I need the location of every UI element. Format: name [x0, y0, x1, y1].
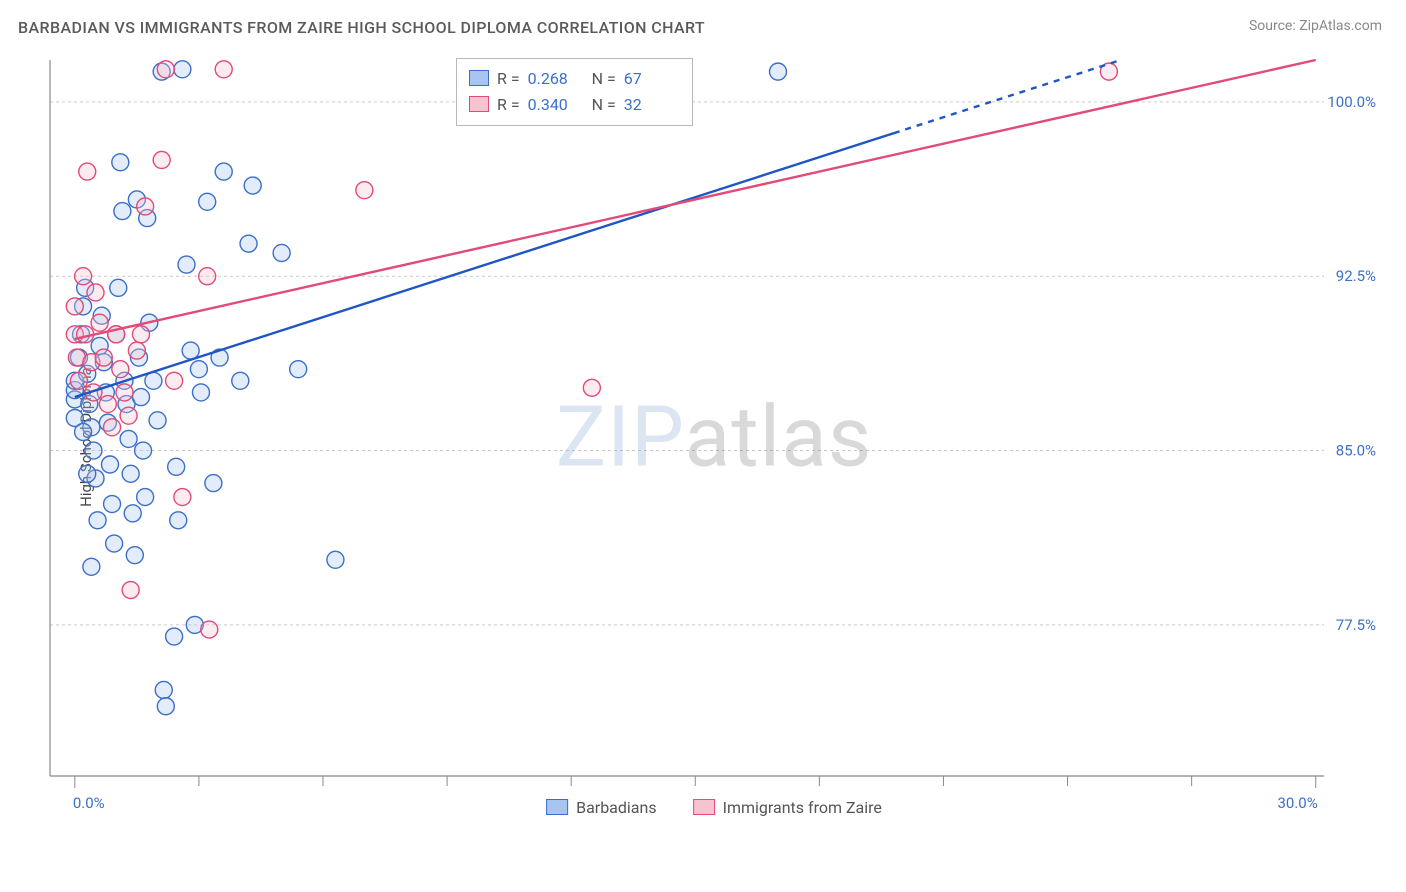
data-point — [104, 496, 121, 513]
data-point — [83, 558, 100, 575]
data-point — [273, 244, 290, 261]
data-point — [201, 621, 218, 638]
data-point — [120, 407, 137, 424]
data-point — [137, 489, 154, 506]
stats-r-value: 0.268 — [528, 69, 584, 88]
data-point — [215, 163, 232, 180]
data-point — [240, 235, 257, 252]
data-point — [583, 379, 600, 396]
svg-text:85.0%: 85.0% — [1336, 442, 1376, 460]
data-point — [114, 203, 131, 220]
scatter-plot-svg: 77.5% 85.0% 92.5% 100.0% 0.0% 30.0% — [46, 52, 1382, 822]
data-point — [199, 268, 216, 285]
data-point — [104, 419, 121, 436]
data-point — [153, 151, 170, 168]
data-point — [192, 384, 209, 401]
legend-label: Immigrants from Zaire — [723, 798, 882, 817]
stats-n-label: N = — [592, 95, 616, 114]
data-point — [133, 326, 150, 343]
data-point — [190, 361, 207, 378]
data-point — [70, 372, 87, 389]
data-point — [157, 61, 174, 78]
data-point — [110, 279, 127, 296]
stats-n-label: N = — [592, 69, 616, 88]
data-point — [91, 314, 108, 331]
data-point — [112, 154, 129, 171]
data-point — [99, 396, 116, 413]
data-point — [182, 342, 199, 359]
data-point — [85, 442, 102, 459]
data-point — [120, 430, 137, 447]
data-point — [122, 465, 139, 482]
stats-n-value: 67 — [624, 69, 680, 88]
data-point — [199, 193, 216, 210]
data-point — [149, 412, 166, 429]
legend-swatch-icon — [693, 799, 715, 815]
svg-text:0.0%: 0.0% — [73, 794, 105, 812]
trend-line-series1 — [75, 133, 894, 397]
data-point — [75, 268, 92, 285]
data-point — [215, 61, 232, 78]
data-point — [126, 547, 143, 564]
plot-area: High School Diploma 77.5%85.0%92.5%100.0… — [46, 52, 1382, 822]
data-point — [166, 628, 183, 645]
stats-row: R = 0.340 N = 32 — [469, 91, 680, 117]
legend-swatch-icon — [469, 70, 489, 86]
data-point — [79, 163, 96, 180]
data-point — [124, 505, 141, 522]
data-point — [75, 423, 92, 440]
legend-item: Immigrants from Zaire — [693, 794, 882, 820]
data-point — [87, 284, 104, 301]
data-point — [79, 465, 96, 482]
data-point — [178, 256, 195, 273]
data-point — [174, 489, 191, 506]
data-point — [356, 182, 373, 199]
data-point — [95, 349, 112, 366]
data-point — [166, 372, 183, 389]
data-point — [101, 456, 118, 473]
svg-text:77.5%: 77.5% — [1336, 616, 1376, 634]
stats-row: R = 0.268 N = 67 — [469, 65, 680, 91]
data-point — [128, 342, 145, 359]
stats-r-label: R = — [497, 69, 520, 88]
data-point — [66, 298, 83, 315]
trend-line-series1-extrapolated — [894, 60, 1121, 133]
data-point — [135, 442, 152, 459]
data-point — [157, 698, 174, 715]
data-point — [112, 361, 129, 378]
series-legend: Barbadians Immigrants from Zaire — [546, 794, 882, 820]
chart-title: BARBADIAN VS IMMIGRANTS FROM ZAIRE HIGH … — [18, 18, 705, 37]
data-point — [205, 475, 222, 492]
legend-label: Barbadians — [576, 798, 657, 817]
svg-text:92.5%: 92.5% — [1336, 267, 1376, 285]
data-point — [168, 458, 185, 475]
svg-text:30.0%: 30.0% — [1277, 794, 1317, 812]
data-point — [133, 389, 150, 406]
data-point — [89, 512, 106, 529]
stats-r-label: R = — [497, 95, 520, 114]
data-point — [244, 177, 261, 194]
stats-n-value: 32 — [624, 95, 680, 114]
data-point — [122, 582, 139, 599]
data-point — [170, 512, 187, 529]
data-point — [770, 63, 787, 80]
data-point — [290, 361, 307, 378]
legend-swatch-icon — [546, 799, 568, 815]
data-point — [137, 198, 154, 215]
stats-r-value: 0.340 — [528, 95, 584, 114]
data-point — [106, 535, 123, 552]
data-point — [327, 551, 344, 568]
svg-text:100.0%: 100.0% — [1327, 93, 1376, 111]
legend-item: Barbadians — [546, 794, 657, 820]
source-attribution: Source: ZipAtlas.com — [1249, 18, 1382, 34]
data-point — [232, 372, 249, 389]
data-point — [155, 681, 172, 698]
legend-swatch-icon — [469, 96, 489, 112]
data-point — [116, 384, 133, 401]
stats-box: R = 0.268 N = 67 R = 0.340 N = 32 — [456, 58, 693, 126]
data-point — [174, 61, 191, 78]
